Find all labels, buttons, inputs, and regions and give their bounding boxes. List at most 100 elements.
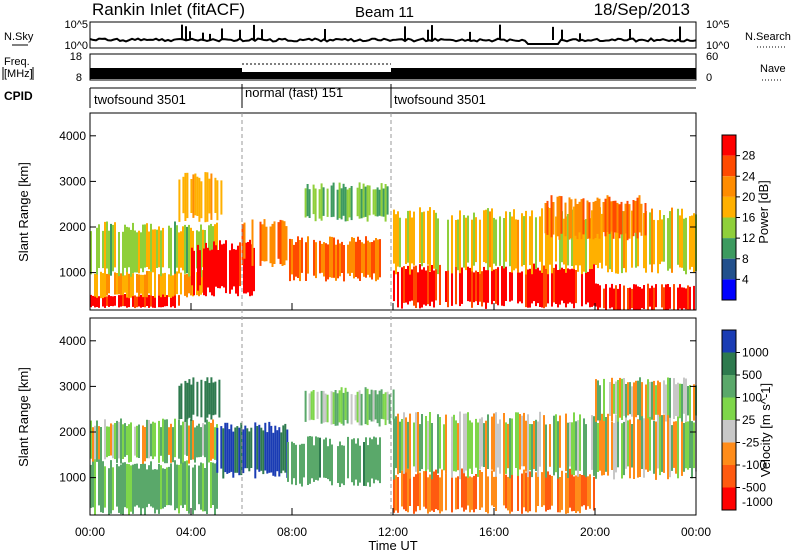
heat-cell: [191, 247, 193, 286]
heat-cell: [559, 216, 561, 270]
heat-cell: [138, 424, 140, 458]
heat-cell: [280, 432, 283, 474]
heat-cell: [114, 423, 116, 460]
heat-cell: [372, 189, 375, 215]
heat-cell: [407, 265, 409, 305]
heat-cell: [411, 217, 413, 264]
heat-cell: [220, 180, 223, 215]
heat-cell: [188, 224, 190, 277]
x-axis-label: Time UT: [368, 538, 417, 553]
heat-cell: [134, 230, 136, 273]
heat-cell: [637, 213, 639, 267]
heat-cell: [144, 427, 146, 462]
heat-cell: [527, 414, 529, 478]
heat-cell: [467, 412, 469, 478]
heat-cell: [100, 458, 102, 513]
heat-cell: [639, 287, 641, 310]
heat-cell: [142, 224, 144, 273]
heat-cell: [427, 210, 429, 265]
heat-cell: [342, 183, 345, 216]
heat-cell: [539, 270, 541, 307]
heat-cell: [371, 439, 373, 479]
heat-cell: [427, 420, 429, 470]
heat-cell: [194, 464, 196, 511]
colorbar-swatch: [722, 397, 736, 420]
heat-cell: [134, 426, 136, 456]
heat-cell: [122, 424, 124, 459]
heat-cell: [407, 421, 409, 469]
heat-cell: [106, 273, 108, 296]
heat-cell: [655, 385, 657, 415]
heat-cell: [679, 284, 681, 309]
heat-cell: [607, 215, 609, 273]
heat-cell: [198, 465, 200, 505]
heat-cell: [293, 244, 295, 281]
heat-cell: [152, 296, 154, 308]
heat-cell: [555, 216, 557, 262]
heat-cell: [377, 444, 379, 481]
heat-cell: [537, 267, 539, 304]
heat-cell: [100, 427, 102, 464]
heat-cell: [306, 184, 309, 217]
cpid-segment-2: normal (fast) 151: [245, 85, 343, 100]
heat-cell: [598, 198, 601, 239]
heat-cell: [343, 245, 345, 282]
heat-cell: [166, 467, 168, 506]
heat-cell: [597, 423, 599, 472]
heat-cell: [122, 294, 124, 307]
heat-cell: [140, 232, 142, 269]
heat-cell: [371, 242, 373, 280]
heat-cell: [102, 273, 104, 299]
heat-cell: [180, 425, 182, 464]
heat-cell: [439, 417, 441, 469]
heat-cell: [230, 424, 233, 472]
heat-cell: [342, 392, 345, 426]
heat-cell: [607, 413, 609, 476]
heat-cell: [249, 239, 251, 297]
heat-cell: [593, 416, 595, 476]
heat-cell: [493, 269, 495, 301]
heat-cell: [94, 296, 96, 308]
heat-cell: [613, 288, 615, 310]
heat-cell: [132, 222, 134, 274]
heat-cell: [465, 476, 467, 510]
heat-cell: [200, 427, 202, 457]
heat-cell: [126, 270, 128, 298]
heat-cell: [259, 221, 262, 266]
heat-cell: [146, 223, 148, 267]
heat-cell: [120, 464, 122, 515]
heat-cell: [631, 424, 633, 468]
heat-cell: [235, 249, 237, 294]
heat-cell: [350, 394, 353, 425]
heat-cell: [386, 391, 389, 421]
heat-cell: [415, 265, 417, 308]
heat-cell: [683, 218, 685, 271]
heat-cell: [104, 419, 106, 460]
heat-cell: [455, 263, 457, 305]
heat-cell: [96, 227, 98, 275]
heat-cell: [338, 390, 341, 423]
heat-cell: [632, 200, 635, 237]
heat-cell: [661, 415, 663, 472]
heat-cell: [214, 463, 216, 515]
heat-cell: [693, 213, 695, 272]
x-tick-label: 00:00: [681, 525, 711, 539]
heat-cell: [621, 378, 623, 420]
heat-cell: [639, 417, 641, 477]
heat-cell: [581, 211, 583, 275]
heat-cell: [236, 426, 239, 473]
heat-cell: [168, 427, 170, 455]
heat-cell: [573, 266, 575, 309]
heat-cell: [357, 438, 359, 486]
heat-cell: [136, 296, 138, 308]
colorbar-tick-label: 16: [742, 211, 756, 225]
heat-cell: [423, 267, 425, 305]
heat-cell: [565, 472, 567, 514]
heat-cell: [122, 462, 124, 515]
heat-cell: [567, 422, 569, 478]
heat-cell: [158, 226, 160, 268]
heat-cell: [547, 207, 549, 275]
heat-cell: [357, 236, 359, 279]
noise-left-tick-bottom: 10^0: [64, 40, 88, 52]
